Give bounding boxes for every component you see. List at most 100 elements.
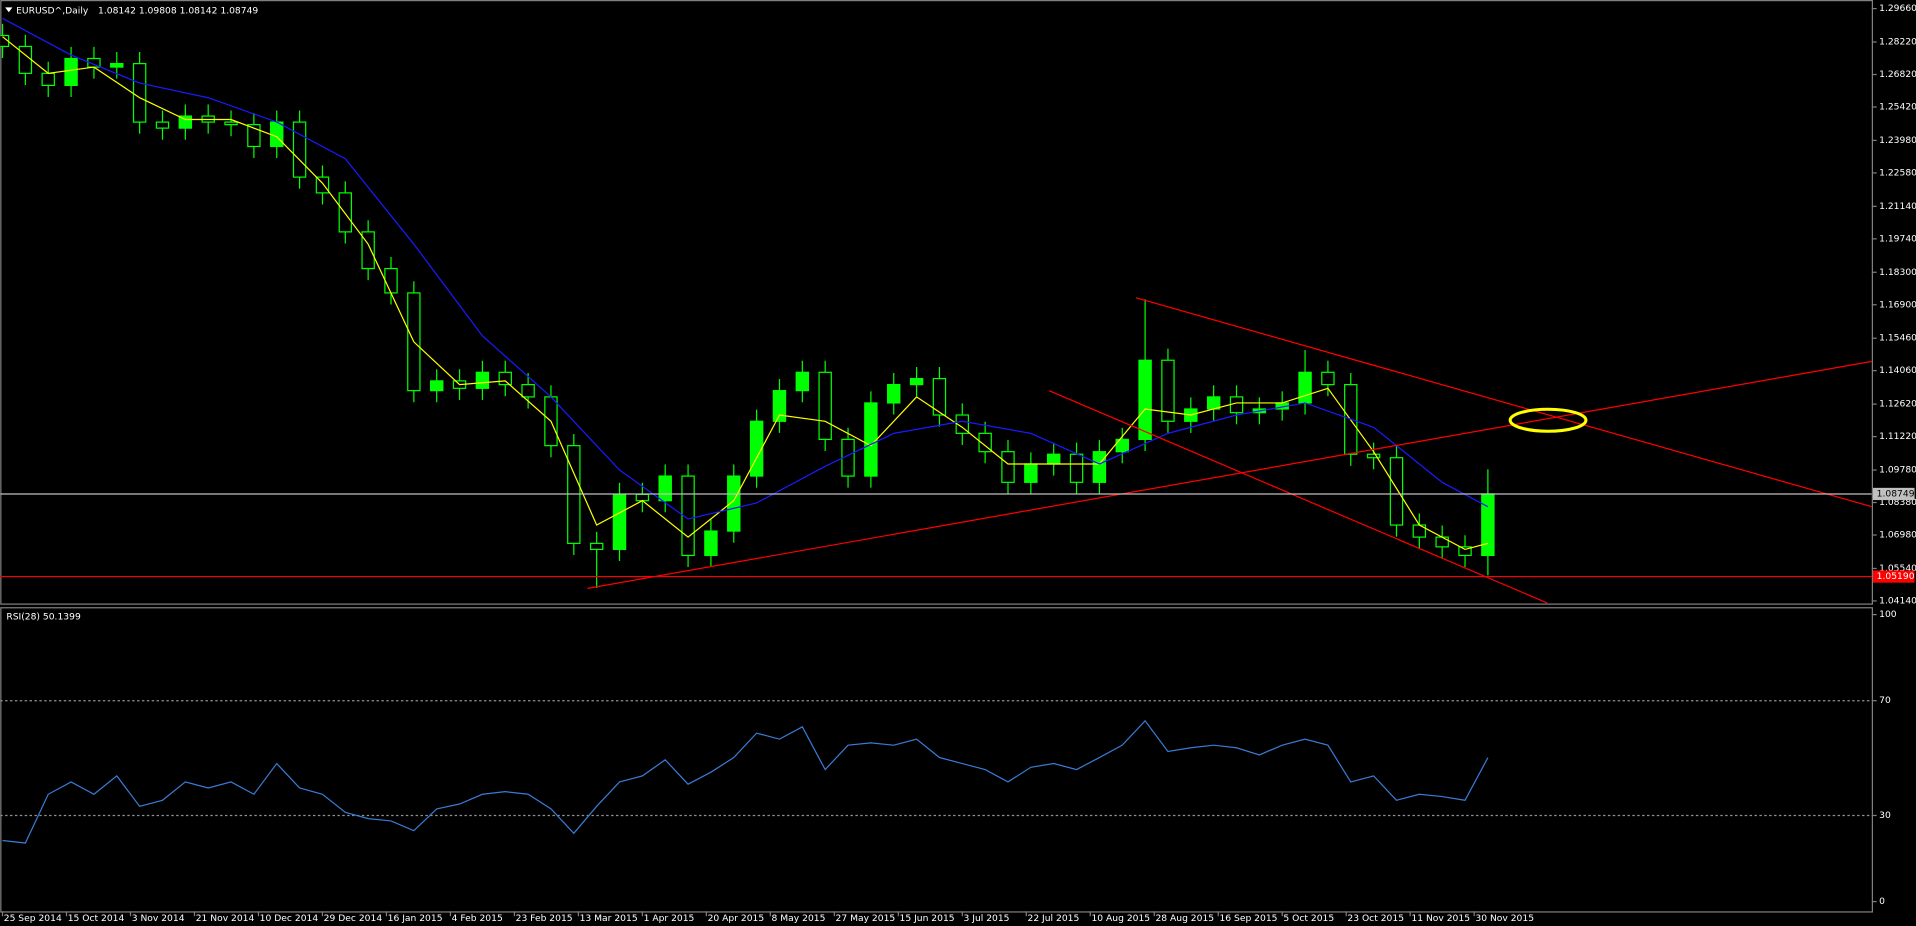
y-tick-label: 1.23980 [1879, 135, 1916, 146]
candle-body [315, 176, 330, 194]
candle-body [681, 475, 695, 557]
x-tick-label: 29 Dec 2014 [324, 913, 383, 924]
price-plot [0, 17, 1872, 604]
candle-body [1229, 396, 1244, 414]
candle-body [1481, 493, 1495, 557]
candle-body [1206, 396, 1221, 410]
candle-body [1001, 451, 1015, 483]
x-tick-label: 3 Jul 2015 [964, 913, 1010, 924]
x-tick-label: 8 May 2015 [772, 913, 826, 924]
y-tick-label: 1.22580 [1879, 167, 1916, 178]
candle-body [772, 390, 787, 422]
y-tick-label: 1.15460 [1879, 333, 1916, 344]
x-tick-label: 20 Apr 2015 [708, 913, 765, 924]
y-tick-label: 1.14060 [1879, 365, 1916, 376]
trend-line [587, 360, 1872, 590]
x-tick-label: 1 Apr 2015 [644, 913, 695, 924]
candle-body [475, 371, 490, 389]
y-tick-label: 1.08380 [1879, 497, 1916, 508]
x-tick-label: 15 Oct 2014 [68, 913, 125, 924]
rsi-title: RSI(28) 50.1399 [6, 611, 81, 622]
candle-body [429, 380, 444, 392]
y-tick-label: 1.26820 [1879, 69, 1916, 80]
y-tick-label: 70 [1879, 695, 1891, 706]
x-tick-label: 16 Jan 2015 [388, 913, 443, 924]
candle-body [1115, 438, 1129, 453]
candle-body [384, 267, 398, 294]
candle-body [521, 383, 535, 398]
x-tick-label: 16 Sep 2015 [1219, 913, 1277, 924]
x-tick-label: 23 Feb 2015 [516, 913, 573, 924]
y-tick-label: 1.06980 [1879, 530, 1916, 541]
y-tick-label: 1.05540 [1879, 563, 1916, 574]
x-tick-label: 13 Mar 2015 [580, 913, 638, 924]
x-tick-label: 5 Oct 2015 [1283, 913, 1334, 924]
candle-body [978, 432, 992, 453]
menu-arrow[interactable] [5, 7, 13, 13]
candle-body [361, 231, 375, 270]
candle-body [612, 493, 627, 551]
y-tick-label: 100 [1879, 609, 1897, 620]
candle-body [795, 371, 810, 392]
y-tick-label: 1.12620 [1879, 399, 1916, 410]
candle-body [1321, 371, 1335, 386]
candle-body [64, 57, 78, 87]
candle-body [1092, 451, 1107, 483]
x-tick-label: 4 Feb 2015 [452, 913, 503, 924]
candle-body [1458, 546, 1472, 557]
y-tick-label: 1.19740 [1879, 233, 1916, 244]
candle-body [727, 475, 741, 532]
candle-body [1069, 453, 1084, 483]
rsi-line [2, 719, 1489, 844]
y-tick-label: 1.18300 [1879, 267, 1916, 278]
trend-line [1048, 390, 1548, 604]
y-tick-label: 1.21140 [1879, 201, 1916, 212]
x-tick-label: 21 Nov 2014 [196, 913, 255, 924]
y-tick-label: 1.16900 [1879, 299, 1916, 310]
candle-body [1366, 453, 1381, 459]
price-tag-label: 1.05190 [1877, 571, 1915, 582]
rsi-plot [0, 700, 1872, 844]
y-tick-label: 1.11220 [1879, 431, 1916, 442]
rsi-panel [0, 607, 1874, 913]
candle-body [132, 62, 147, 123]
moving-average [2, 36, 1489, 551]
candle-body [909, 377, 924, 386]
candle-body [41, 72, 55, 87]
candle-body [338, 192, 353, 233]
x-tick-label: 27 May 2015 [836, 913, 896, 924]
candle-body [247, 124, 261, 148]
candle-body [1161, 359, 1175, 422]
x-tick-label: 10 Aug 2015 [1091, 913, 1150, 924]
candle-body [224, 121, 238, 126]
candle-body [155, 121, 170, 129]
candle-body [589, 542, 604, 551]
candle-body [18, 45, 33, 74]
candle-body [704, 530, 718, 557]
candle-body [498, 371, 512, 386]
candle-body [658, 475, 672, 502]
main-panel [0, 0, 1874, 605]
candle-body [955, 414, 970, 434]
x-tick-label: 3 Nov 2014 [132, 913, 185, 924]
x-tick-label: 25 Sep 2014 [4, 913, 62, 924]
candle-body [292, 121, 307, 178]
y-tick-label: 1.09780 [1879, 465, 1916, 476]
moving-average [2, 17, 1489, 520]
price-tag [1873, 570, 1915, 583]
candle-body [1389, 457, 1404, 526]
y-tick-label: 1.28220 [1879, 37, 1916, 48]
trend-line [1135, 297, 1872, 508]
highlight-ellipse [1508, 407, 1588, 433]
x-tick-label: 15 Jun 2015 [900, 913, 955, 924]
x-tick-label: 28 Aug 2015 [1155, 913, 1214, 924]
candle-body [818, 371, 832, 440]
x-tick-label: 22 Jul 2015 [1027, 913, 1079, 924]
y-tick-label: 0 [1879, 896, 1885, 907]
y-tick-label: 1.29660 [1879, 3, 1916, 14]
candle-body [1024, 463, 1038, 483]
candle-body [635, 493, 650, 502]
candle-body [864, 402, 878, 477]
